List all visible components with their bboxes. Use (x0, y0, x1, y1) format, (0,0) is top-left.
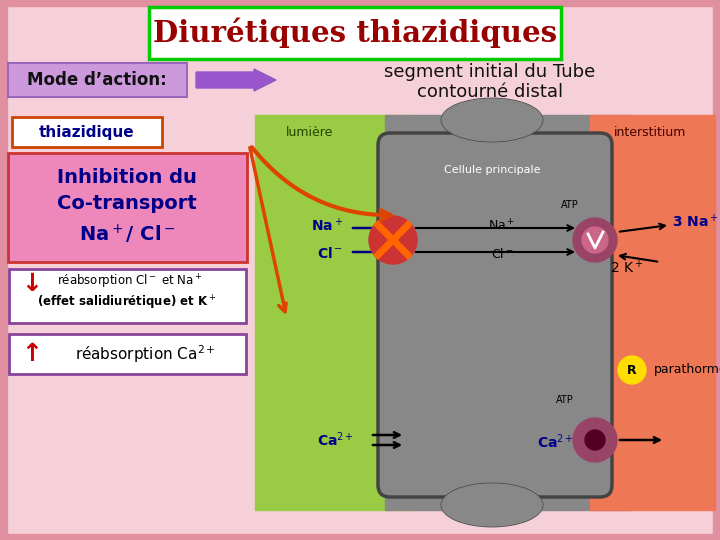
Text: Mode d’action:: Mode d’action: (27, 71, 167, 89)
Text: ATP: ATP (561, 200, 579, 210)
Text: interstitium: interstitium (614, 126, 686, 139)
Text: 3 Na$^+$: 3 Na$^+$ (672, 213, 719, 231)
FancyBboxPatch shape (12, 117, 162, 147)
Text: réabsorption Ca$^{2+}$: réabsorption Ca$^{2+}$ (75, 343, 215, 365)
FancyBboxPatch shape (8, 63, 187, 97)
Text: thiazidique: thiazidique (39, 125, 135, 139)
Bar (590, 115, 715, 510)
FancyBboxPatch shape (378, 133, 612, 497)
Bar (385, 115, 630, 510)
FancyArrow shape (196, 69, 276, 91)
Text: Cl$^-$: Cl$^-$ (491, 247, 513, 261)
Bar (0, 0, 7, 540)
FancyBboxPatch shape (149, 7, 561, 59)
Text: réabsorption Cl$^-$ et Na$^+$: réabsorption Cl$^-$ et Na$^+$ (57, 273, 203, 291)
Bar (713, 0, 720, 540)
Circle shape (573, 418, 617, 462)
Circle shape (573, 218, 617, 262)
Bar (0, 0, 720, 6)
Text: (effet salidiurétique) et K$^+$: (effet salidiurétique) et K$^+$ (37, 294, 217, 312)
Ellipse shape (442, 99, 542, 141)
Text: Na$^+$: Na$^+$ (311, 217, 343, 235)
Bar (255, 115, 410, 510)
Ellipse shape (442, 484, 542, 526)
Text: lumière: lumière (287, 126, 333, 139)
Text: Na$^+$: Na$^+$ (488, 218, 516, 234)
Circle shape (618, 356, 646, 384)
Text: Ca$^{2+}$: Ca$^{2+}$ (317, 431, 354, 449)
Text: ATP: ATP (556, 395, 574, 405)
Text: Cl$^-$: Cl$^-$ (317, 246, 343, 261)
Text: Cellule principale: Cellule principale (444, 165, 540, 175)
Text: 2 K$^+$: 2 K$^+$ (610, 259, 644, 276)
Text: ↑: ↑ (22, 342, 42, 366)
Text: Inhibition du
Co-transport
Na$^+$/ Cl$^-$: Inhibition du Co-transport Na$^+$/ Cl$^-… (57, 168, 197, 246)
Circle shape (585, 430, 605, 450)
Circle shape (369, 216, 417, 264)
FancyBboxPatch shape (8, 153, 247, 262)
Text: segment initial du Tube: segment initial du Tube (384, 63, 595, 81)
Text: R: R (627, 363, 636, 376)
Text: Ca$^{2+}$: Ca$^{2+}$ (536, 433, 573, 451)
Text: contourné distal: contourné distal (417, 83, 563, 101)
Text: parathormone: parathormone (654, 363, 720, 376)
FancyBboxPatch shape (9, 334, 246, 374)
Bar (0, 534, 720, 540)
Circle shape (582, 227, 608, 253)
Text: ↓: ↓ (22, 272, 42, 296)
Text: Diurétiques thiazidiques: Diurétiques thiazidiques (153, 18, 557, 48)
FancyBboxPatch shape (9, 269, 246, 323)
